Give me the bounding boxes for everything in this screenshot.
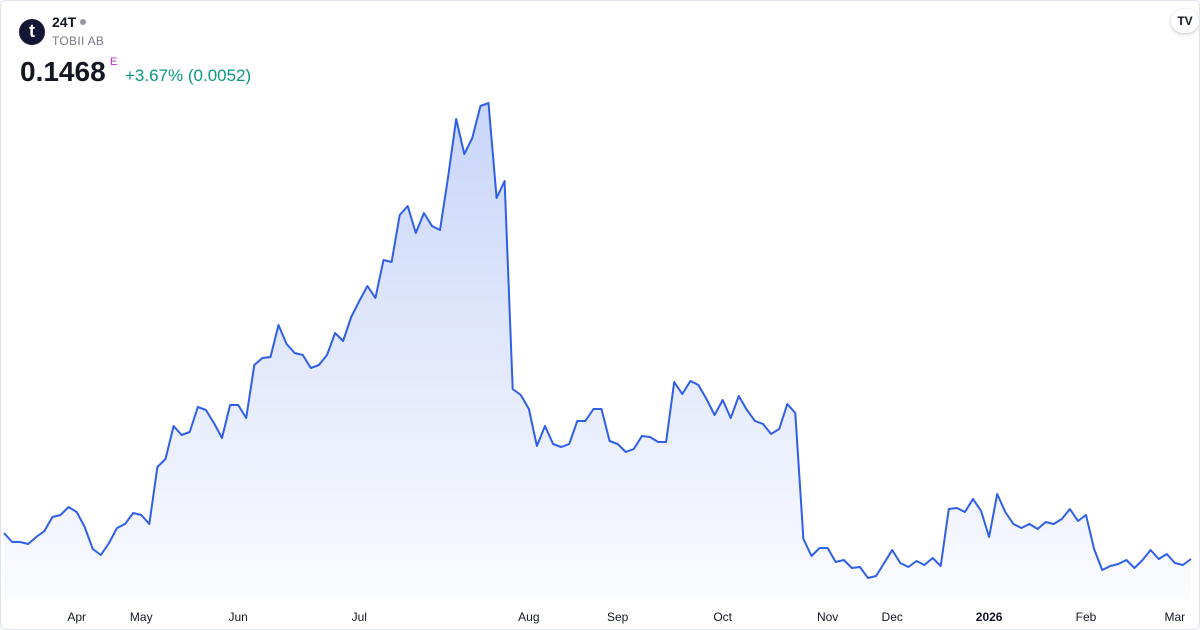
x-tick-label: May	[130, 610, 153, 624]
company-name: TOBII AB	[52, 34, 105, 48]
area-fill	[4, 103, 1191, 601]
symbol-logo: t	[19, 19, 45, 45]
x-tick-label: Oct	[713, 610, 732, 624]
x-tick-label: Sep	[607, 610, 629, 624]
x-tick-label: Feb	[1076, 610, 1097, 624]
symbol: 24T	[52, 14, 87, 30]
price: 0.1468	[20, 56, 106, 87]
x-tick-label: Apr	[67, 610, 86, 624]
x-tick-label: Jul	[352, 610, 367, 624]
price-change: +3.67% (0.0052)	[125, 66, 252, 85]
x-tick-label: Mar	[1165, 610, 1186, 624]
brand-logo[interactable]: TV	[1171, 9, 1199, 33]
x-tick-label: 2026	[976, 610, 1003, 624]
x-tick-label: Dec	[882, 610, 903, 624]
symbol-text: 24T	[52, 14, 77, 30]
x-tick-label: Nov	[817, 610, 838, 624]
price-line	[3, 102, 1192, 579]
x-tick-label: Jun	[228, 610, 247, 624]
status-dot	[80, 19, 87, 25]
x-tick-label: Aug	[518, 610, 539, 624]
price-flag: E	[110, 56, 118, 68]
